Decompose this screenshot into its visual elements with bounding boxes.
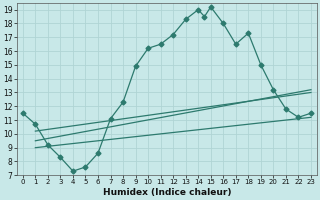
X-axis label: Humidex (Indice chaleur): Humidex (Indice chaleur) <box>103 188 231 197</box>
